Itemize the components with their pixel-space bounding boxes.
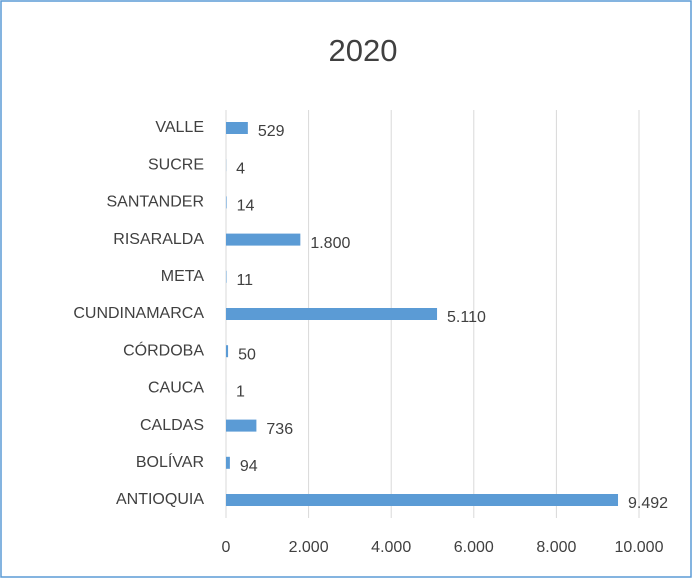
y-tick-label: CUNDINAMARCA	[73, 305, 204, 322]
y-tick-label: CALDAS	[140, 417, 204, 434]
bar	[226, 233, 301, 246]
data-label: 50	[238, 346, 256, 363]
data-label: 736	[266, 421, 293, 438]
x-tick-label: 0	[222, 539, 231, 556]
y-tick-label: VALLE	[155, 119, 204, 136]
y-tick-label: SUCRE	[148, 156, 204, 173]
bar	[226, 308, 438, 320]
data-label: 1.800	[310, 235, 350, 252]
y-tick-label: BOLÍVAR	[136, 452, 204, 471]
bar	[226, 345, 229, 358]
data-label: 529	[258, 123, 285, 140]
y-tick-label: SANTANDER	[107, 194, 205, 211]
data-label: 11	[236, 272, 253, 289]
y-tick-label: CÓRDOBA	[123, 340, 204, 359]
data-label: 9.492	[628, 495, 668, 512]
bar	[226, 419, 257, 432]
bar	[226, 494, 619, 506]
data-label: 14	[237, 198, 255, 215]
bar	[226, 456, 230, 469]
data-label: 1	[236, 384, 245, 401]
x-tick-label: 2.000	[289, 539, 329, 556]
data-label: 4	[236, 160, 245, 177]
data-label: 5.110	[447, 309, 486, 326]
y-tick-label: CAUCA	[148, 380, 204, 397]
bar	[226, 122, 248, 134]
x-tick-label: 6.000	[454, 539, 494, 556]
y-tick-label: RISARALDA	[113, 231, 204, 248]
chart-title: 2020	[329, 33, 398, 68]
data-label: 94	[240, 458, 258, 475]
y-tick-label: ANTIOQUIA	[116, 491, 204, 508]
x-tick-label: 4.000	[371, 539, 411, 556]
x-tick-label: 8.000	[536, 539, 576, 556]
y-tick-label: META	[161, 268, 205, 285]
x-tick-label: 10.000	[615, 539, 664, 556]
bar	[226, 196, 227, 209]
